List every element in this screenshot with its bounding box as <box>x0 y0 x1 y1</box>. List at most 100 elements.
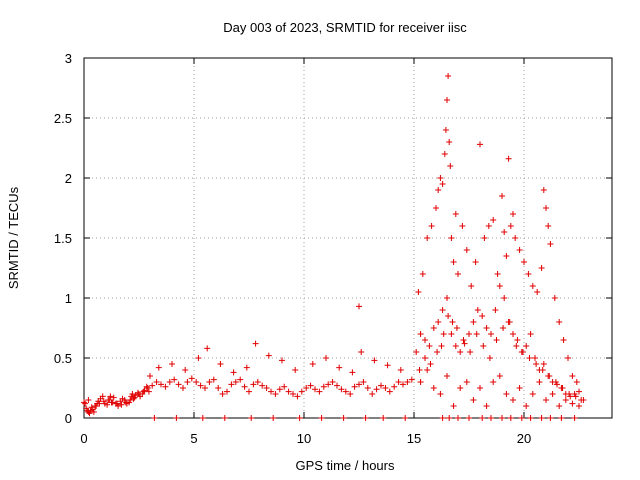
data-point <box>259 382 266 389</box>
data-point <box>134 389 141 396</box>
data-point <box>533 361 540 367</box>
data-point <box>466 331 472 337</box>
data-point <box>486 355 493 361</box>
data-point <box>325 381 332 388</box>
data-point <box>99 393 106 400</box>
data-point <box>422 337 428 343</box>
data-point <box>435 187 442 193</box>
data-point <box>221 415 228 421</box>
data-point <box>523 403 530 409</box>
data-point <box>505 155 512 162</box>
data-point <box>173 415 180 421</box>
data-point <box>558 415 565 421</box>
data-point <box>90 409 97 415</box>
data-point <box>252 340 259 347</box>
data-point <box>404 379 411 385</box>
data-point <box>499 415 505 421</box>
data-point <box>459 223 466 229</box>
data-point <box>424 235 431 241</box>
data-point <box>496 283 503 289</box>
data-point <box>171 376 178 383</box>
data-point <box>88 404 95 411</box>
data-point <box>576 388 582 395</box>
data-point <box>534 289 541 295</box>
data-point <box>188 375 195 382</box>
data-point <box>93 403 100 409</box>
data-point <box>527 415 534 421</box>
data-point <box>254 379 261 385</box>
data-point <box>86 410 93 417</box>
data-point <box>340 415 347 421</box>
data-point <box>523 343 530 349</box>
data-point <box>479 313 486 319</box>
data-point <box>547 241 554 247</box>
axis-ticks: 0 5 10 15 20 0 0.5 1 1.5 2 2.5 3 <box>54 51 612 446</box>
data-point <box>362 415 369 421</box>
data-point <box>450 259 457 265</box>
data-point <box>518 415 525 421</box>
data-point <box>529 391 536 397</box>
data-point <box>153 379 160 385</box>
data-point <box>151 415 158 421</box>
data-point <box>488 331 494 337</box>
data-point <box>481 235 488 241</box>
data-point <box>334 382 340 389</box>
data-point <box>444 295 450 301</box>
data-point <box>204 345 211 352</box>
data-point <box>529 283 536 289</box>
data-point <box>428 223 435 229</box>
data-point <box>540 361 547 367</box>
data-point <box>525 271 532 277</box>
data-point <box>507 415 514 421</box>
data-point <box>85 397 92 403</box>
data-point <box>559 385 566 391</box>
data-point <box>243 364 250 371</box>
data-point <box>202 385 208 391</box>
data-point <box>569 400 576 407</box>
data-point <box>430 385 437 391</box>
data-point <box>347 391 354 397</box>
data-point <box>230 369 237 376</box>
chart-title: Day 003 of 2023, SRMTID for receiver iis… <box>223 20 467 35</box>
data-point <box>452 211 459 217</box>
data-point <box>144 385 151 391</box>
data-point <box>493 337 500 343</box>
data-point <box>104 401 111 408</box>
data-point <box>510 397 516 403</box>
data-point <box>285 388 292 395</box>
data-point <box>400 381 406 388</box>
data-point <box>241 383 248 390</box>
data-point <box>415 289 422 295</box>
data-point <box>402 415 409 421</box>
data-point <box>434 349 441 355</box>
data-points <box>81 73 587 421</box>
data-point <box>281 383 288 390</box>
data-point <box>329 379 336 385</box>
data-point <box>307 382 314 389</box>
data-point <box>480 343 487 349</box>
data-point <box>356 381 362 388</box>
data-point <box>364 385 371 391</box>
data-point <box>143 383 150 390</box>
data-point <box>513 343 520 349</box>
data-point <box>268 388 274 395</box>
data-point <box>545 223 552 229</box>
data-point <box>472 259 479 265</box>
data-point <box>292 367 299 373</box>
data-point <box>572 393 579 400</box>
data-point <box>232 379 239 385</box>
data-point <box>549 391 556 397</box>
data-point <box>445 313 452 319</box>
data-point <box>378 382 384 389</box>
data-point <box>492 307 499 313</box>
data-point <box>108 399 115 406</box>
grid-lines <box>84 58 612 418</box>
data-point <box>569 373 576 379</box>
data-point <box>446 139 453 145</box>
data-point <box>457 349 464 355</box>
data-point <box>510 331 516 337</box>
data-point <box>466 415 472 421</box>
data-point <box>444 97 450 103</box>
data-point <box>538 265 545 271</box>
data-point <box>336 364 343 371</box>
